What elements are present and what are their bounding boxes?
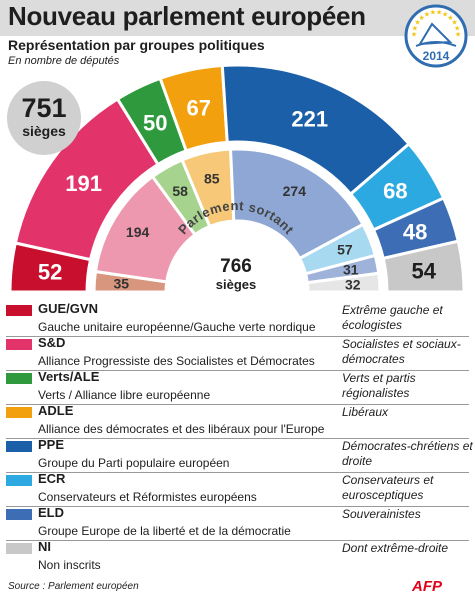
- unit-note: En nombre de députés: [8, 55, 120, 67]
- eu-stars-icon: ★★★★★ ★ ★ ★★★★★: [411, 9, 461, 39]
- legend-code: GUE/GVN: [38, 301, 98, 316]
- outer-hemicycle: [8, 63, 466, 294]
- outer-value-label-ppe: 221: [291, 106, 328, 131]
- outer-value-label-s-d: 191: [65, 171, 102, 196]
- legend-swatch: [6, 305, 32, 316]
- legend-swatch: [6, 441, 32, 452]
- star-icon: ★: [412, 24, 418, 32]
- legend-divider: [6, 370, 469, 371]
- inner-hemicycle: [92, 147, 382, 294]
- legend-divider: [6, 506, 469, 507]
- legend-swatch: [6, 475, 32, 486]
- legend-description: Extrême gauche et écologistes: [342, 303, 443, 332]
- legend-full-name: Gauche unitaire européenne/Gauche verte …: [38, 320, 316, 334]
- page-title: Nouveau parlement européen: [8, 1, 366, 31]
- legend-description: Démocrates-chrétiens et droite: [342, 439, 473, 468]
- inner-value-label-s-d: 194: [126, 224, 150, 240]
- legend-swatch: [6, 373, 32, 384]
- outer-value-labels: 52 191 50 67 221 68 48 54: [38, 96, 437, 285]
- outer-value-label-gue-gvn: 52: [38, 259, 62, 284]
- outer-segment-ni: [381, 239, 466, 294]
- inner-value-label-ecr: 57: [337, 241, 353, 257]
- outer-total-label: sièges: [22, 123, 66, 139]
- star-icon: ★: [418, 14, 424, 22]
- legend-swatch: [6, 339, 32, 350]
- inner-segment-ni: [305, 271, 382, 294]
- inner-value-label-gue-gvn: 35: [114, 276, 130, 292]
- legend-swatch: [6, 543, 32, 554]
- legend-divider: [6, 336, 469, 337]
- inner-total-label: sièges: [216, 277, 256, 292]
- afp-logo: AFP: [412, 578, 442, 595]
- legend-full-name: Non inscrits: [38, 558, 101, 572]
- legend-code: ELD: [38, 505, 64, 520]
- legend-full-name: Alliance Progressiste des Socialistes et…: [38, 354, 315, 368]
- legend-description: Libéraux: [342, 405, 389, 419]
- legend-description: Socialistes et sociaux-démocrates: [342, 337, 461, 366]
- outer-total-value: 751: [21, 93, 66, 123]
- star-icon: ★: [451, 19, 457, 27]
- legend-description: Dont extrême-droite: [342, 541, 449, 555]
- star-icon: ★: [455, 31, 461, 39]
- outer-total-badge: 751 sièges: [7, 81, 81, 155]
- outer-value-label-ecr: 68: [383, 178, 407, 203]
- logo-year: 2014: [423, 49, 450, 63]
- inner-value-label-verts-ale: 58: [172, 183, 188, 199]
- legend-code: ECR: [38, 471, 66, 486]
- legend-code: PPE: [38, 437, 65, 452]
- outer-value-label-eld: 48: [403, 219, 427, 244]
- legend-description: Verts et partis régionalistes: [342, 371, 416, 400]
- star-icon: ★: [411, 31, 417, 39]
- legend-swatch: [6, 509, 32, 520]
- chart-subtitle: Représentation par groupes politiques: [8, 37, 265, 53]
- inner-value-label-eld: 31: [343, 261, 359, 277]
- legend-full-name: Groupe Europe de la liberté et de la dém…: [38, 524, 291, 538]
- star-icon: ★: [414, 19, 420, 27]
- legend-code: Verts/ALE: [38, 369, 100, 384]
- outer-value-label-adle: 67: [186, 96, 210, 121]
- legend-full-name: Alliance des démocrates et des libéraux …: [38, 422, 325, 436]
- legend-code: ADLE: [38, 403, 74, 418]
- legend-code: S&D: [38, 335, 66, 350]
- inner-segment-ppe: [228, 147, 366, 261]
- legend-code: NI: [38, 539, 51, 554]
- legend-divider: [6, 540, 469, 541]
- legend-divider: [6, 472, 469, 473]
- legend-full-name: Verts / Alliance libre européenne: [38, 388, 211, 402]
- inner-value-label-ppe: 274: [283, 183, 307, 199]
- legend-swatch: [6, 407, 32, 418]
- outer-value-label-verts-ale: 50: [143, 110, 167, 135]
- legend-description: Conservateurs et eurosceptiques: [342, 473, 434, 502]
- inner-value-label-ni: 32: [345, 276, 361, 292]
- legend-description: Souverainistes: [342, 507, 421, 521]
- source-note: Source : Parlement européen: [8, 581, 139, 592]
- outer-value-label-ni: 54: [412, 259, 437, 284]
- legend-full-name: Conservateurs et Réformistes européens: [38, 490, 257, 504]
- star-icon: ★: [436, 9, 442, 17]
- legend-full-name: Groupe du Parti populaire européen: [38, 456, 230, 470]
- star-icon: ★: [424, 10, 430, 18]
- star-icon: ★: [442, 10, 448, 18]
- eu-2014-logo: ★★★★★ ★ ★ ★★★★★ 2014: [404, 4, 468, 68]
- star-icon: ★: [430, 9, 436, 17]
- star-icon: ★: [447, 14, 453, 22]
- inner-value-label-adle: 85: [204, 171, 220, 187]
- inner-total-value: 766: [220, 256, 252, 277]
- legend-divider: [6, 404, 469, 405]
- legend-divider: [6, 438, 469, 439]
- title-band: [0, 0, 475, 36]
- star-icon: ★: [454, 24, 460, 32]
